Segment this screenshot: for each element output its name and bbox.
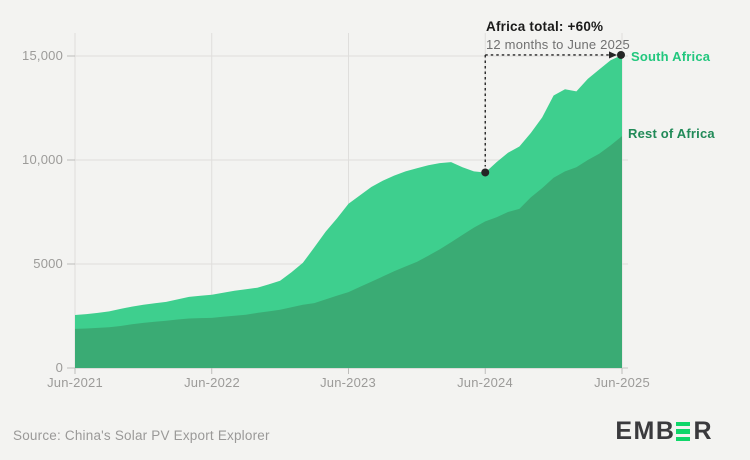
logo-green-e-bars-icon — [676, 421, 691, 442]
rest-of-africa-area — [75, 136, 622, 368]
x-axis-label-jun-2024: Jun-2024 — [457, 375, 513, 390]
x-axis-label-jun-2022: Jun-2022 — [184, 375, 240, 390]
y-axis-label-5000: 5000 — [33, 256, 63, 271]
y-axis-label-0: 0 — [55, 360, 63, 375]
ember-logo: EMB R — [615, 417, 713, 446]
x-axis-label-jun-2023: Jun-2023 — [320, 375, 376, 390]
logo-letters-emb: EMB — [615, 417, 676, 445]
annotation-title: Africa total: +60% — [486, 19, 604, 34]
y-axis-label-15000: 15,000 — [22, 48, 63, 63]
rest-of-africa-series-label: Rest of Africa — [628, 126, 715, 141]
south-africa-series-label: South Africa — [631, 49, 711, 64]
x-axis-label-jun-2025: Jun-2025 — [594, 375, 650, 390]
x-axis-label-jun-2021: Jun-2021 — [47, 375, 103, 390]
annotation-subtitle: 12 months to June 2025 — [486, 37, 630, 52]
logo-letter-r: R — [693, 417, 713, 445]
annotation-dashed-lines — [481, 50, 625, 177]
source-attribution: Source: China's Solar PV Export Explorer — [13, 428, 270, 443]
y-axis-label-10000: 10,000 — [22, 152, 63, 167]
axis-tick-marks — [67, 55, 623, 374]
